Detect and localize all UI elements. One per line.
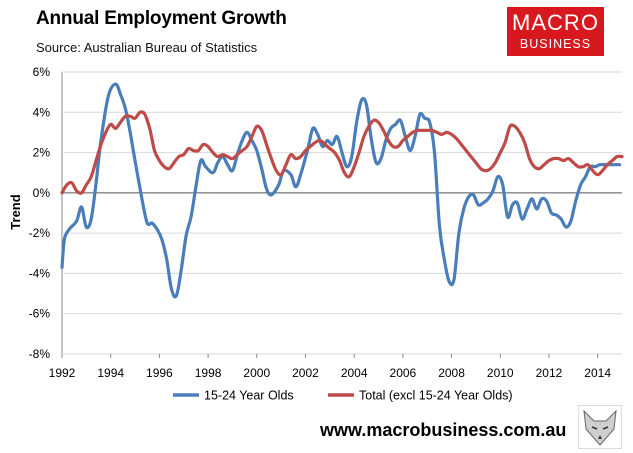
x-tick-label: 2000 [243, 366, 270, 380]
website-url: www.macrobusiness.com.au [320, 420, 567, 440]
y-tick-label: 2% [33, 146, 51, 160]
x-tick-label: 1996 [146, 366, 173, 380]
legend: 15-24 Year Olds Total (excl 15-24 Year Ol… [173, 389, 513, 403]
y-axis-label: Trend [8, 194, 23, 229]
macrobusiness-logo: MACRO BUSINESS [507, 7, 604, 56]
chart-source: Source: Australian Bureau of Statistics [36, 40, 258, 55]
y-tick-label: -6% [29, 307, 51, 321]
y-tick-label: 6% [33, 65, 51, 79]
x-tick-label: 2014 [584, 366, 611, 380]
y-tick-label: -2% [29, 226, 51, 240]
x-tick-label: 2010 [487, 366, 514, 380]
x-tick-label: 2006 [390, 366, 417, 380]
y-tick-labels: -8% -6% -4% -2% 0% 2% 4% 6% [29, 65, 51, 361]
y-tick-label: 4% [33, 105, 51, 119]
legend-label-1: 15-24 Year Olds [204, 389, 294, 403]
x-tick-label: 2004 [341, 366, 368, 380]
fox-logo-icon [578, 405, 622, 449]
logo-line2: BUSINESS [519, 37, 592, 51]
x-tick-label: 2012 [536, 366, 563, 380]
legend-label-2: Total (excl 15-24 Year Olds) [359, 389, 513, 403]
x-tick-label: 1998 [195, 366, 222, 380]
series-line-1 [60, 82, 622, 299]
x-tick-labels: 1992 1994 1996 1998 2000 2002 2004 2006 2008 2010… [49, 354, 611, 380]
x-tick-label: 2008 [438, 366, 465, 380]
x-tick-label: 1994 [97, 366, 124, 380]
x-tick-label: 2002 [292, 366, 319, 380]
series-lines [60, 82, 624, 299]
chart-title: Annual Employment Growth [36, 8, 287, 29]
y-tick-label: 0% [33, 186, 51, 200]
y-tick-label: -4% [29, 266, 51, 280]
logo-line1: MACRO [512, 10, 599, 35]
series-line-2 [60, 110, 624, 195]
x-tick-label: 1992 [49, 366, 76, 380]
y-tick-label: -8% [29, 347, 51, 361]
